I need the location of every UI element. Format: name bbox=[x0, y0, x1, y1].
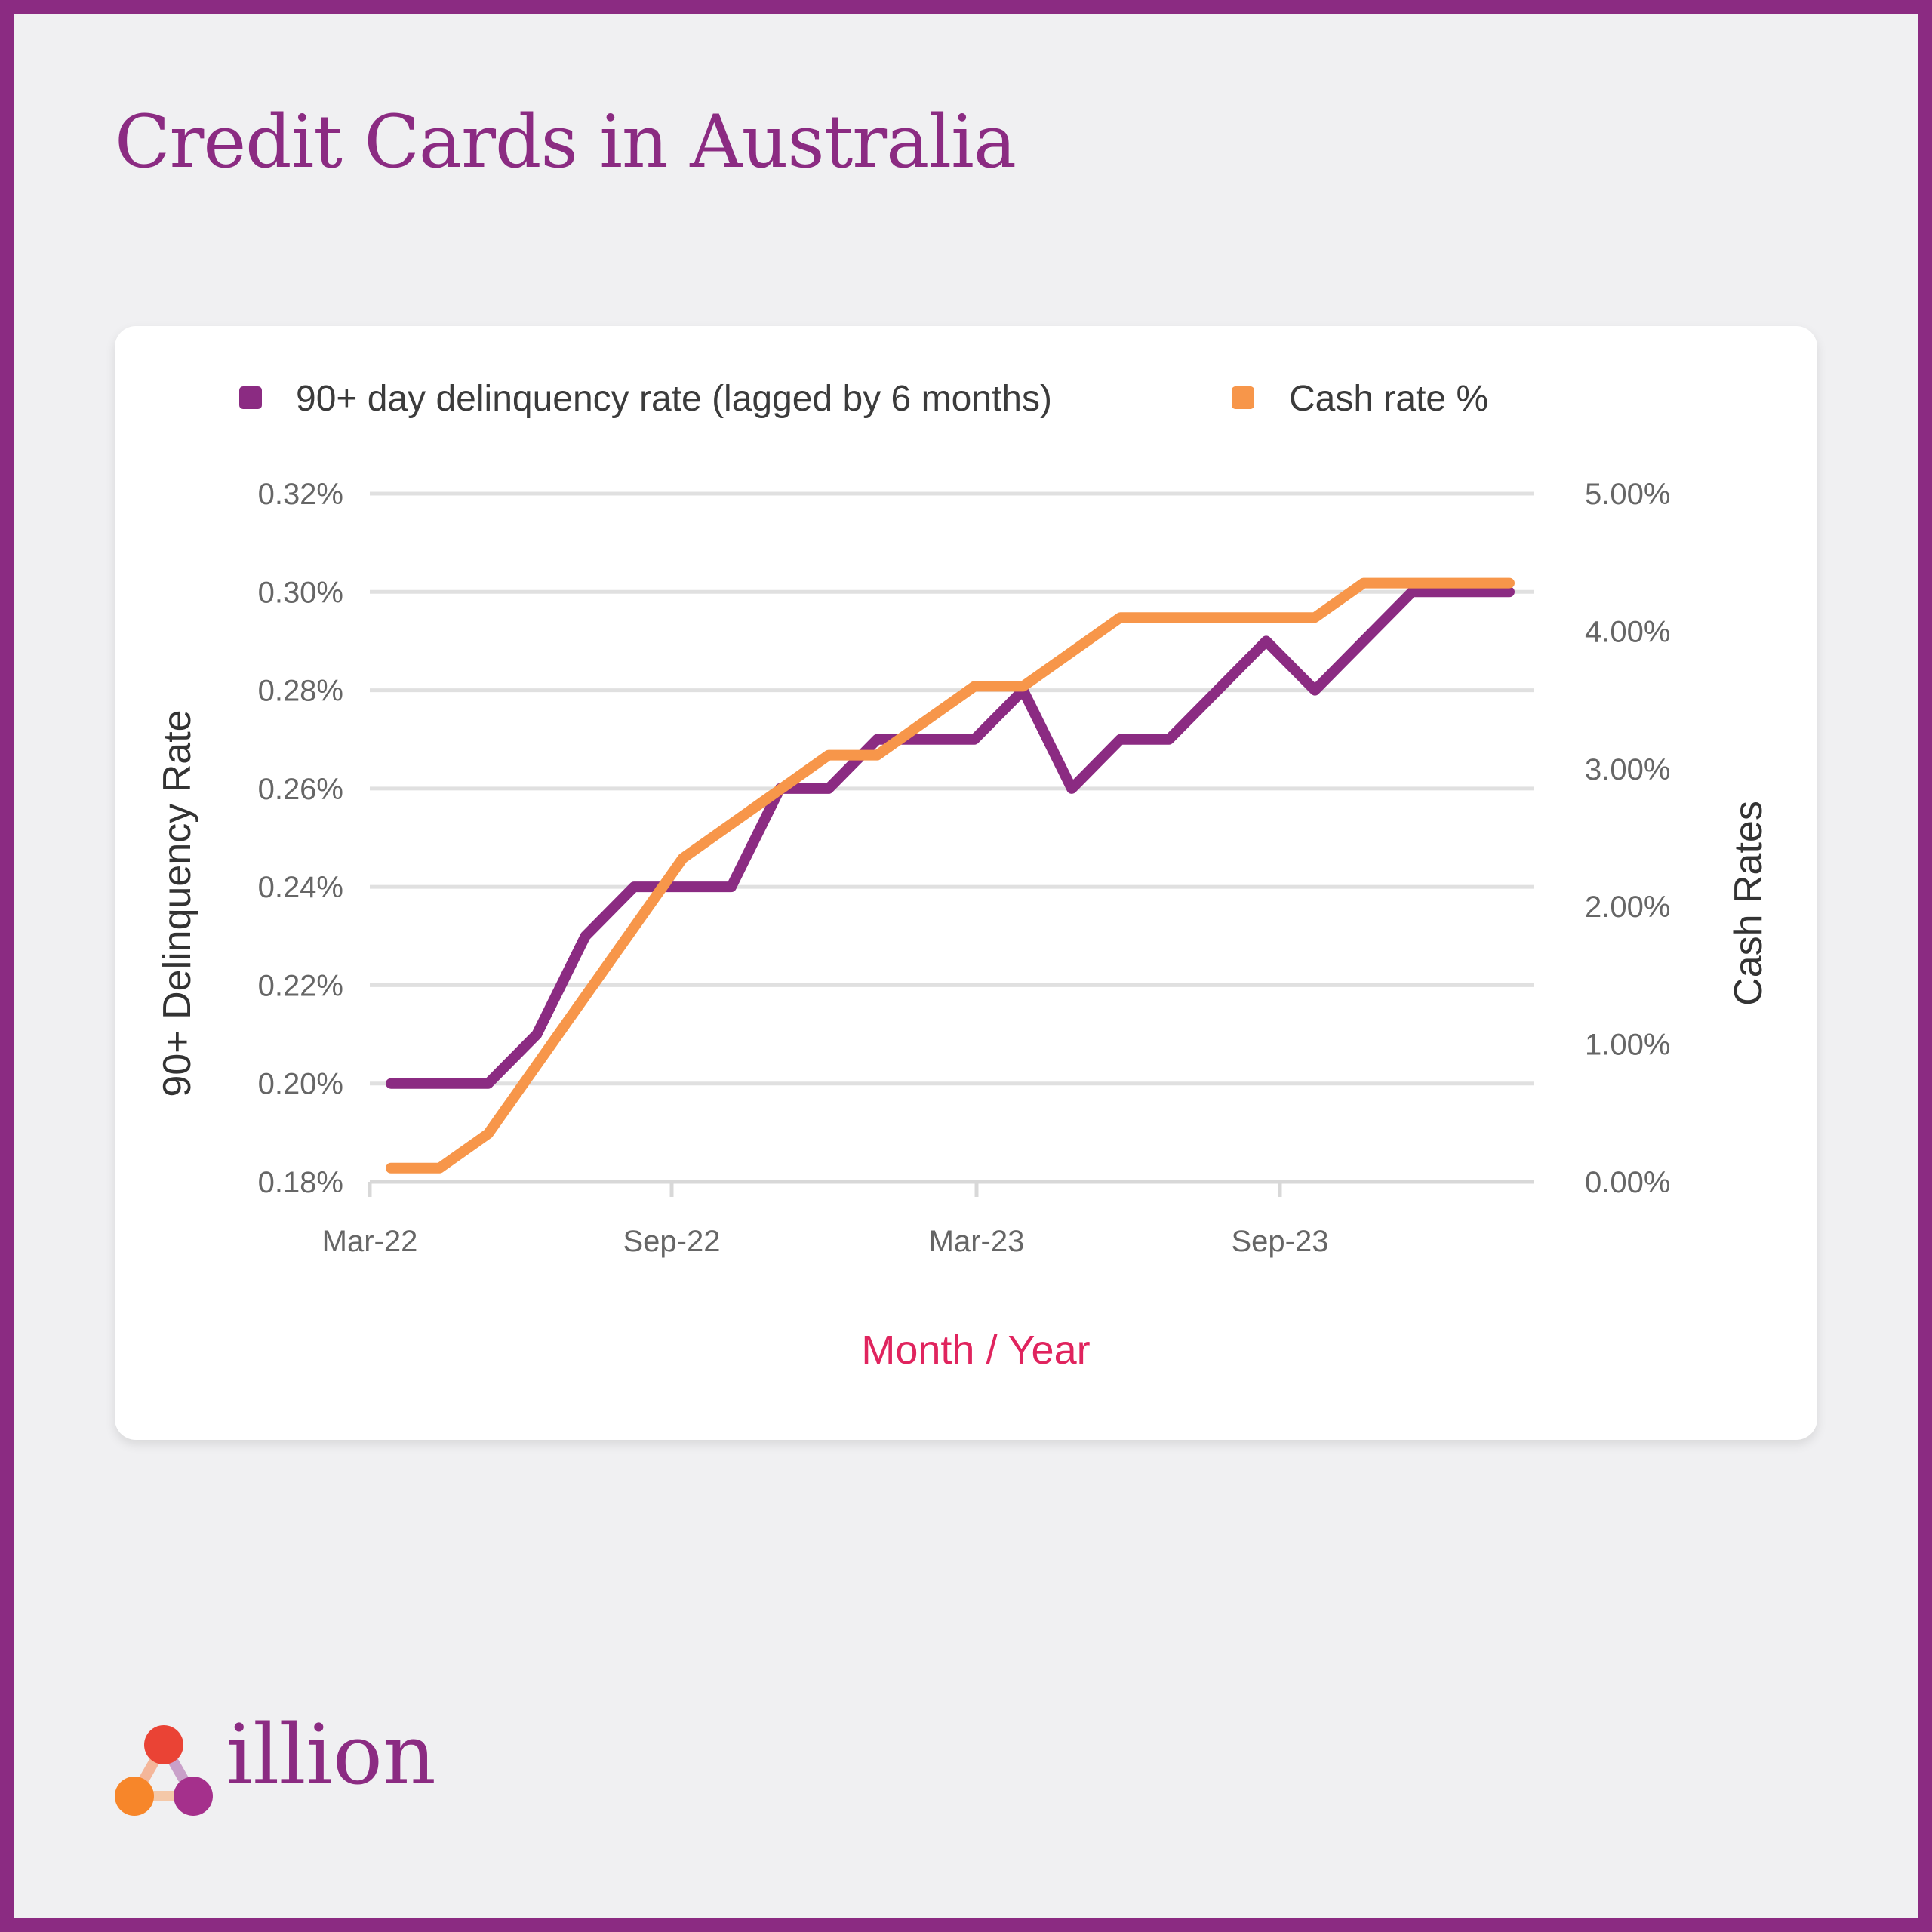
legend-label-cash-rate: Cash rate % bbox=[1289, 379, 1488, 419]
x-axis: Mar-22 Sep-22 Mar-23 Sep-23 bbox=[322, 1180, 1534, 1258]
x-tick-label: Sep-23 bbox=[1232, 1225, 1329, 1258]
x-tick-label: Mar-23 bbox=[929, 1225, 1025, 1258]
left-y-axis: 0.18% 0.20% 0.22% 0.24% 0.26% 0.28% 0.30% 0.32% bbox=[258, 478, 343, 1199]
left-tick-label: 0.18% bbox=[258, 1166, 343, 1199]
left-tick-label: 0.24% bbox=[258, 871, 343, 904]
legend-swatch-cash-rate bbox=[1232, 386, 1254, 409]
left-tick-label: 0.22% bbox=[258, 969, 343, 1002]
gridlines bbox=[370, 491, 1534, 1086]
delinquency-rate-line bbox=[386, 586, 1515, 1089]
x-axis-title: Month / Year bbox=[861, 1327, 1090, 1373]
x-tick-label: Mar-22 bbox=[322, 1225, 418, 1258]
x-tick-label: Sep-22 bbox=[623, 1225, 721, 1258]
series-lines bbox=[386, 577, 1515, 1174]
left-tick-label: 0.28% bbox=[258, 675, 343, 708]
page-title: Credit Cards in Australia bbox=[115, 100, 1017, 184]
left-tick-label: 0.20% bbox=[258, 1068, 343, 1101]
right-tick-label: 0.00% bbox=[1585, 1166, 1670, 1199]
legend-label-delinquency: 90+ day delinquency rate (lagged by 6 mo… bbox=[296, 379, 1052, 419]
left-axis-title: 90+ Delinquency Rate bbox=[155, 709, 199, 1097]
illion-logo-text: illion bbox=[226, 1706, 436, 1803]
left-tick-label: 0.30% bbox=[258, 576, 343, 609]
chart: 90+ day delinquency rate (lagged by 6 mo… bbox=[155, 379, 1770, 1373]
right-y-axis: 0.00% 1.00% 2.00% 3.00% 4.00% 5.00% bbox=[1585, 478, 1670, 1199]
cash-rate-line bbox=[386, 577, 1515, 1174]
illion-logo-icon bbox=[115, 1725, 213, 1816]
legend-swatch-delinquency bbox=[239, 386, 262, 409]
right-tick-label: 2.00% bbox=[1585, 891, 1670, 924]
right-tick-label: 4.00% bbox=[1585, 615, 1670, 648]
left-tick-label: 0.32% bbox=[258, 478, 343, 511]
legend: 90+ day delinquency rate (lagged by 6 mo… bbox=[239, 379, 1488, 419]
left-tick-label: 0.26% bbox=[258, 773, 343, 806]
right-tick-label: 1.00% bbox=[1585, 1029, 1670, 1062]
right-tick-label: 3.00% bbox=[1585, 753, 1670, 786]
right-axis-title: Cash Rates bbox=[1727, 801, 1770, 1006]
right-tick-label: 5.00% bbox=[1585, 478, 1670, 511]
chart-card: 90+ day delinquency rate (lagged by 6 mo… bbox=[115, 326, 1817, 1440]
